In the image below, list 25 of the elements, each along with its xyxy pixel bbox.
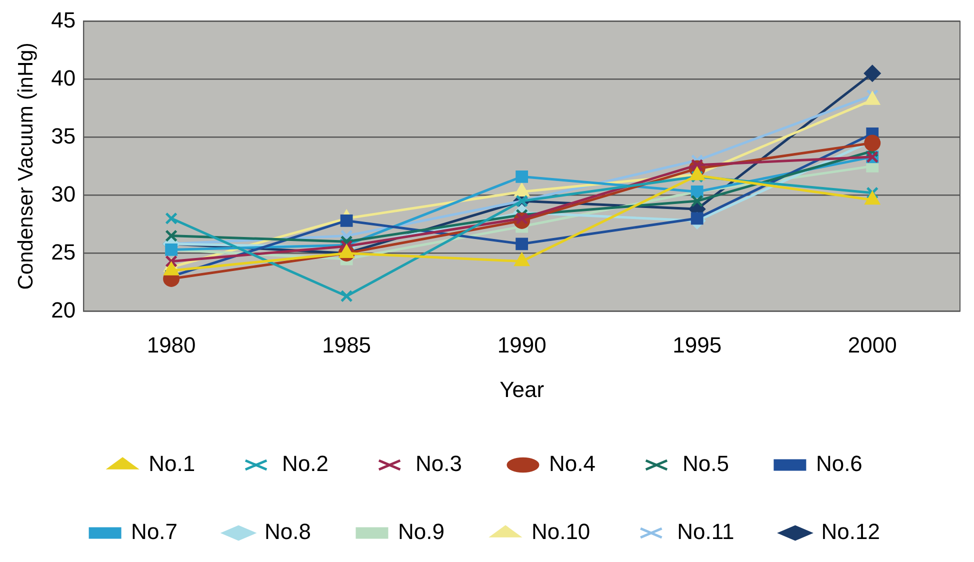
legend-label: No.4 [549,451,596,476]
legend-label: No.12 [821,519,880,544]
x-tick-label: 1995 [672,332,722,358]
legend-label: No.3 [416,451,462,476]
legend-label: No.10 [531,519,590,544]
x-tick-label: 1990 [497,332,546,358]
y-tick-label: 35 [51,123,76,148]
legend-label: No.11 [677,519,734,544]
y-tick-label: 45 [51,7,76,32]
y-tick-label: 30 [51,181,76,206]
y-tick-label: 40 [51,65,76,90]
legend-label: No.2 [282,451,329,476]
y-tick-label: 25 [51,239,76,264]
x-tick-label: 1980 [146,332,196,358]
x-tick-label: 2000 [848,332,897,358]
y-tick-label: 20 [51,297,76,322]
x-tick-label: 1985 [322,332,372,358]
legend-label: No.5 [682,451,729,476]
legend-label: No.8 [264,519,312,544]
legend-label: No.7 [131,519,178,544]
x-axis-title: Year [500,376,544,402]
legend-label: No.6 [816,451,862,476]
legend-label: No.1 [148,451,196,476]
y-axis-title: Condenser Vacuum (inHg) [14,42,38,290]
legend-label: No.9 [398,519,444,544]
